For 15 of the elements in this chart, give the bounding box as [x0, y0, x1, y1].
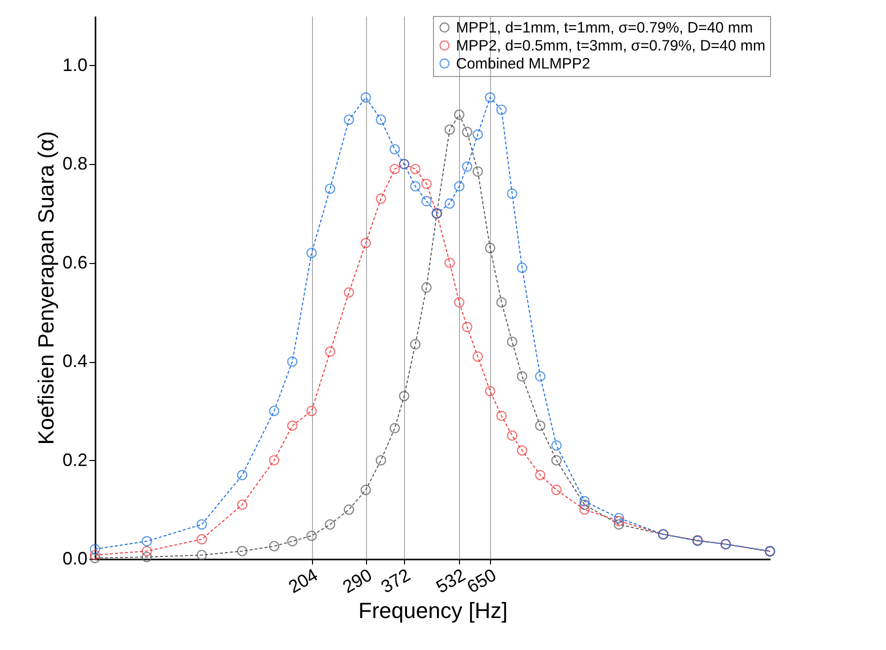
x-tick-label: 290 — [339, 564, 376, 598]
x-tick-label: 372 — [378, 564, 414, 598]
x-axis-title: Frequency [Hz] — [358, 598, 508, 624]
legend-label: MPP2, d=0.5mm, t=3mm, σ=0.79%, D=40 mm — [456, 38, 766, 54]
y-axis-title: Koefisien Penyerapan Suara (α) — [33, 131, 58, 445]
y-tick-label: 0.0 — [62, 548, 88, 568]
legend-label: MPP1, d=1mm, t=1mm, σ=0.79%, D=40 mm — [456, 20, 753, 36]
y-tick-label: 0.4 — [62, 351, 88, 372]
legend-label: Combined MLMPP2 — [456, 56, 590, 72]
y-tick-label: 1.0 — [62, 54, 88, 75]
y-tick-label: 0.2 — [62, 450, 88, 470]
x-tick-label: 532 — [432, 564, 469, 598]
y-tick-label: 0.6 — [62, 252, 88, 272]
x-tick-label: 204 — [285, 564, 322, 598]
y-tick-label: 0.8 — [62, 154, 88, 174]
